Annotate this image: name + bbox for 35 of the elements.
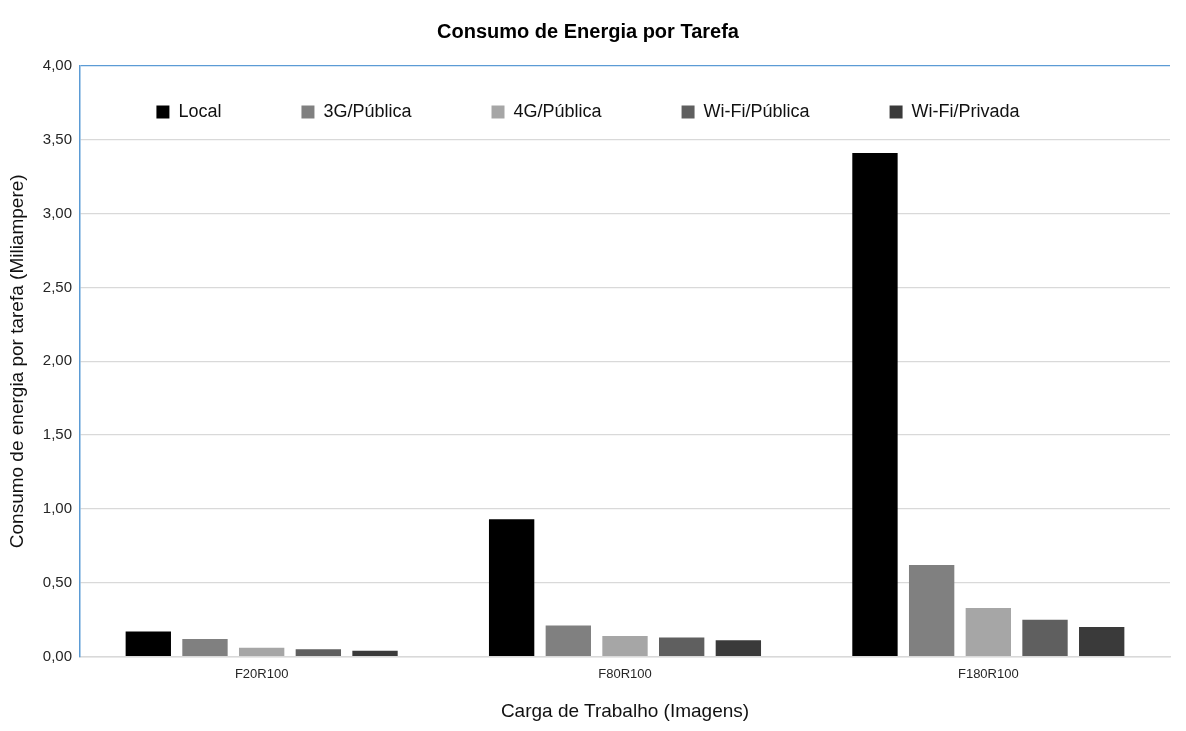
y-tick-label: 0,00	[42, 646, 72, 664]
y-tick-label: 0,50	[42, 572, 72, 590]
y-tick-label: 4,00	[42, 56, 72, 74]
bar	[238, 647, 285, 656]
bar	[182, 638, 228, 656]
bar	[1022, 619, 1068, 656]
bar	[545, 625, 591, 656]
y-tick-label: 2,00	[42, 351, 72, 369]
x-tick-label: F180R100	[957, 665, 1019, 681]
y-axis-title: Consumo de energia por tarefa (Miliampere)	[5, 174, 27, 549]
bar	[852, 153, 898, 656]
y-tick-label: 1,50	[42, 425, 72, 443]
legend-label: Wi-Fi/Privada	[911, 100, 1021, 121]
y-tick-label: 2,50	[42, 277, 72, 295]
bar	[659, 637, 705, 656]
bar	[1079, 627, 1125, 656]
legend-label: Local	[178, 100, 222, 121]
x-tick-label: F20R100	[234, 665, 289, 681]
y-tick-label: 3,50	[42, 129, 72, 147]
x-axis-title: Carga de Trabalho (Imagens)	[500, 699, 750, 721]
bar	[295, 649, 342, 656]
bar	[602, 635, 648, 656]
bar	[965, 607, 1012, 656]
x-tick-label: F80R100	[598, 665, 652, 681]
legend-label: Wi-Fi/Pública	[703, 100, 811, 121]
bar	[715, 640, 762, 656]
bar	[908, 565, 955, 656]
chart-title: Consumo de Energia por Tarefa	[437, 19, 740, 42]
y-tick-label: 3,00	[42, 203, 72, 221]
bar	[125, 631, 171, 656]
bar	[352, 650, 398, 656]
legend-label: 3G/Pública	[323, 100, 413, 121]
y-tick-label: 1,00	[42, 499, 72, 517]
bar	[488, 519, 535, 656]
legend-label: 4G/Pública	[513, 100, 603, 121]
